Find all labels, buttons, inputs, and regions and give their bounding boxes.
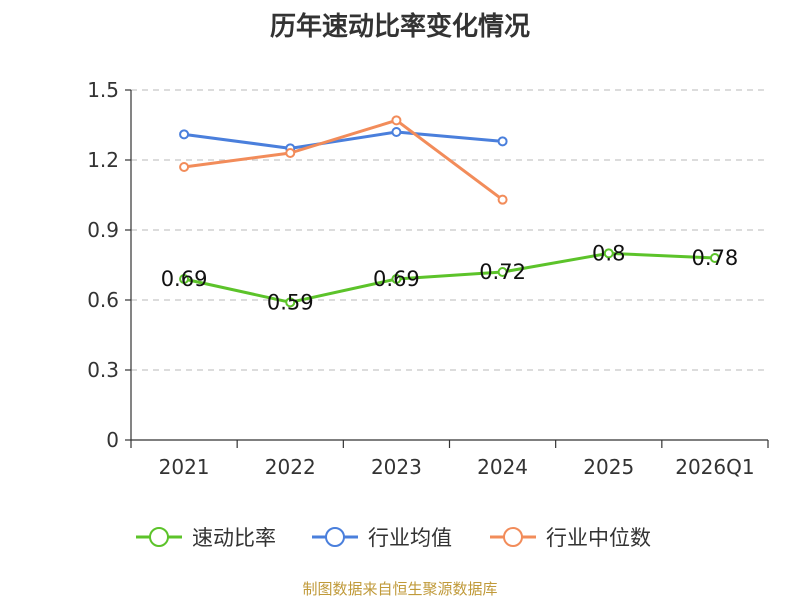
data-point xyxy=(391,274,402,284)
x-tick-label: 2026Q1 xyxy=(675,455,754,479)
y-tick-label: 1.5 xyxy=(87,78,119,102)
legend-label: 行业均值 xyxy=(368,526,452,550)
data-label: 0.69 xyxy=(161,267,208,291)
data-point xyxy=(709,253,720,263)
data-labels: 0.69 0.59 0.69 0.72 0.8 0.78 xyxy=(161,241,739,314)
x-tick-label: 2023 xyxy=(371,455,422,479)
data-label: 0.72 xyxy=(479,260,526,284)
data-label: 0.8 xyxy=(592,241,625,265)
series-line xyxy=(183,251,715,304)
legend-swatch-marker xyxy=(503,527,523,547)
grid-lines xyxy=(131,89,768,371)
y-tick-label: 1.2 xyxy=(87,148,119,172)
data-label: 0.69 xyxy=(373,267,420,291)
legend-swatch-marker xyxy=(149,527,169,547)
data-point xyxy=(391,115,402,126)
source-note: 制图数据来自恒生聚源数据库 xyxy=(302,580,498,598)
data-point xyxy=(497,136,508,147)
data-point xyxy=(179,129,190,140)
series-line xyxy=(183,130,503,150)
axes: 0 0.3 0.6 0.9 1.2 1.5 2021 2022 2023 2024 2025 2026… xyxy=(87,78,769,479)
y-tick-label: 0.9 xyxy=(87,218,119,242)
y-tick-label: 0.6 xyxy=(87,288,119,312)
data-point xyxy=(603,248,614,259)
data-label: 0.78 xyxy=(692,246,739,270)
series-lines xyxy=(179,115,720,308)
data-point xyxy=(179,274,190,284)
chart-title: 历年速动比率变化情况 xyxy=(269,12,530,42)
data-point xyxy=(391,127,402,137)
x-tick-label: 2024 xyxy=(477,455,528,479)
data-label: 0.59 xyxy=(267,290,314,314)
data-point xyxy=(285,148,296,158)
series-line xyxy=(183,118,504,201)
x-tick-label: 2021 xyxy=(159,455,210,479)
y-tick-label: 0.3 xyxy=(87,358,119,382)
y-tick-label: 0 xyxy=(106,428,119,452)
x-tick-label: 2022 xyxy=(265,455,316,479)
legend-label: 速动比率 xyxy=(192,526,276,550)
data-point xyxy=(285,297,296,308)
x-tick-label: 2025 xyxy=(583,455,634,479)
legend-swatch-marker xyxy=(325,527,345,547)
data-point xyxy=(497,194,508,205)
data-point xyxy=(497,267,508,277)
legend-label: 行业中位数 xyxy=(546,526,651,550)
data-point xyxy=(179,162,190,172)
legend: 速动比率 行业均值 行业中位数 xyxy=(136,526,651,550)
